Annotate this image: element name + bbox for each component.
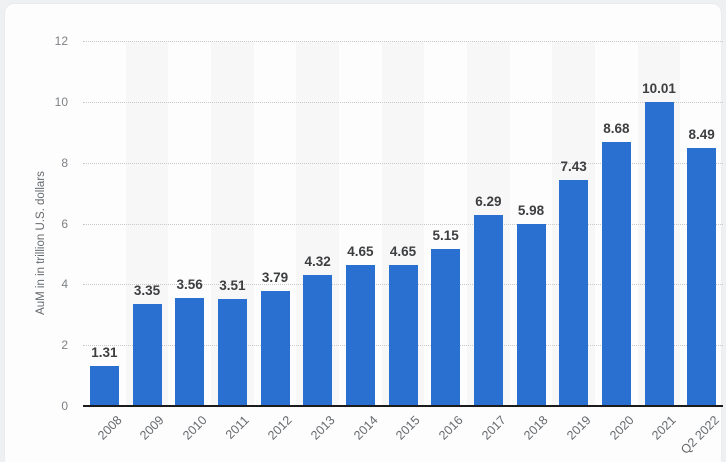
y-tick-label-10: 10 (54, 94, 68, 109)
bar-value-label: 5.98 (517, 203, 545, 219)
bar-value-label: 5.15 (432, 228, 459, 244)
bar-2021[interactable] (644, 101, 674, 406)
y-axis-title: AuM in in trillion U.S. dollars (35, 171, 47, 315)
y-tick-label-6: 6 (61, 216, 68, 231)
bar-value-label: 3.56 (176, 276, 203, 292)
bar-value-label: 3.79 (261, 269, 289, 285)
bar-2011[interactable] (217, 299, 247, 406)
x-axis-line (83, 405, 723, 407)
bar-2013[interactable] (303, 274, 333, 406)
bar-value-label: 1.31 (91, 345, 118, 361)
x-tick-label-2012: 2012 (265, 413, 295, 443)
x-tick-label-2020: 2020 (606, 413, 637, 443)
bar-value-label: 4.32 (304, 253, 331, 269)
bar-value-label: 4.65 (389, 243, 417, 259)
gridline-10 (83, 101, 723, 103)
bar-2009[interactable] (132, 304, 162, 406)
bar-2017[interactable] (473, 214, 503, 406)
x-tick-label-2018: 2018 (521, 413, 551, 443)
x-tick-label-2017: 2017 (478, 413, 509, 443)
x-tick-label-2014: 2014 (350, 413, 381, 443)
bar-2019[interactable] (559, 180, 589, 406)
bar-2008[interactable] (89, 366, 119, 406)
bar-value-label: 8.49 (688, 126, 715, 142)
bar-value-label: 4.65 (347, 243, 374, 259)
x-tick-label-2008: 2008 (94, 413, 125, 443)
bar-value-label: 3.51 (219, 278, 246, 294)
bar-2015[interactable] (388, 264, 418, 406)
bar-2014[interactable] (345, 264, 375, 406)
x-tick-label-2013: 2013 (308, 413, 338, 443)
bar-value-label: 7.43 (560, 159, 587, 174)
x-tick-label-2015: 2015 (393, 413, 423, 443)
x-tick-label-2009: 2009 (137, 413, 167, 443)
bar-2018[interactable] (516, 224, 546, 406)
x-tick-label-2010: 2010 (180, 413, 210, 443)
x-tick-label-2019: 2019 (564, 413, 594, 443)
x-tick-label-Q2 2022: Q2 2022 (677, 413, 722, 457)
bar-2020[interactable] (601, 141, 631, 406)
x-tick-label-2011: 2011 (223, 413, 253, 442)
gridline-6 (83, 223, 723, 225)
y-tick-label-2: 2 (61, 338, 68, 353)
gridline-12 (83, 41, 723, 42)
y-tick-label-8: 8 (61, 155, 68, 170)
bar-2012[interactable] (260, 290, 290, 406)
y-tick-label-0: 0 (61, 399, 68, 413)
gridline-8 (83, 162, 723, 164)
bar-value-label: 10.01 (642, 80, 676, 96)
x-tick-label-2021: 2021 (649, 413, 679, 443)
x-tick-label-2016: 2016 (436, 413, 466, 443)
bar-value-label: 8.68 (603, 120, 630, 136)
bar-value-label: 3.35 (133, 283, 161, 299)
bar-value-label: 6.29 (475, 193, 502, 209)
y-tick-label-12: 12 (54, 34, 68, 48)
y-tick-label-4: 4 (61, 277, 68, 292)
bar-2016[interactable] (431, 249, 461, 406)
bar-Q2 2022[interactable] (687, 147, 717, 406)
bar-2010[interactable] (175, 297, 205, 406)
